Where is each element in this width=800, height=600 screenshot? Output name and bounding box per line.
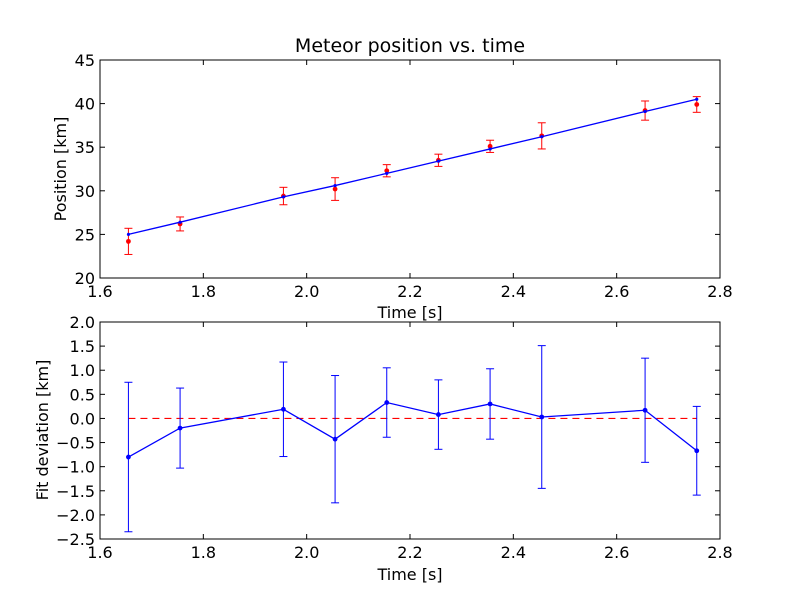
data-point	[126, 454, 131, 460]
x-tick-label: 1.6	[87, 282, 112, 301]
fit-point	[643, 109, 647, 114]
fit-point	[488, 147, 492, 151]
fit-point	[333, 183, 337, 188]
y-tick-label: 20	[75, 269, 95, 288]
y-tick-label: 45	[75, 51, 95, 70]
y-tick-label: 30	[75, 182, 95, 201]
y-tick-label: −1.5	[56, 482, 95, 501]
fit-point	[385, 171, 389, 175]
y-tick-label: 1.0	[70, 361, 95, 380]
x-tick-label: 2.2	[397, 282, 422, 301]
plot-area-frame	[99, 59, 721, 279]
data-point	[642, 407, 648, 413]
fit-point	[540, 135, 544, 139]
fit-point	[281, 195, 286, 199]
data-point	[177, 425, 183, 431]
y-tick-label: −0.5	[56, 434, 95, 453]
y-tick-label: −2.5	[56, 530, 95, 549]
chart-title: Meteor position vs. time	[295, 35, 525, 57]
x-tick-label: 2.8	[707, 282, 732, 301]
x-tick-label: 2.6	[604, 282, 629, 301]
y-tick-label: 0.5	[70, 385, 95, 404]
y-axis-ticks: −2.5 −2.0 −1.5 −1.0 −0.5 0.0 0.5 1.0 1.5 2.0	[56, 313, 720, 549]
data-point	[332, 186, 338, 192]
x-tick-label: 2.0	[294, 282, 319, 301]
data-point	[487, 401, 493, 407]
fit-point	[695, 97, 699, 101]
y-tick-label: 40	[75, 95, 95, 114]
x-axis-ticks: 1.6 1.8 2.0 2.2 2.4 2.6 2.8	[87, 60, 733, 301]
x-tick-label: 1.8	[191, 282, 216, 301]
x-axis-label: Time [s]	[376, 565, 442, 584]
data-point	[126, 238, 131, 244]
fit-point	[178, 220, 182, 224]
x-tick-label: 1.8	[191, 543, 216, 562]
y-axis-ticks: 20 25 30 35 40 45	[75, 51, 720, 288]
y-tick-label: 25	[75, 225, 95, 244]
x-tick-label: 2.6	[604, 543, 629, 562]
data-point	[436, 412, 441, 417]
data-point	[384, 168, 390, 174]
deviation-line	[128, 401, 698, 458]
x-tick-label: 2.8	[707, 543, 732, 562]
x-tick-label: 2.2	[397, 543, 422, 562]
plot-marks	[124, 96, 701, 255]
fit-point	[126, 232, 131, 236]
x-tick-label: 1.6	[87, 543, 112, 562]
fit-line	[128, 98, 697, 236]
data-point	[384, 400, 390, 405]
plot-marks	[124, 345, 701, 533]
x-tick-label: 2.4	[501, 282, 526, 301]
y-tick-label: −1.0	[56, 458, 95, 477]
y-tick-label: −2.0	[56, 506, 95, 525]
y-tick-label: 2.0	[70, 313, 95, 332]
position-panel: Meteor position vs. time 1.6 1.8 2.0 2.2 2.4…	[51, 35, 733, 322]
plot-area-frame	[99, 321, 721, 540]
x-tick-label: 2.0	[294, 543, 319, 562]
y-tick-label: 0.0	[70, 409, 95, 428]
deviation-panel: 1.6 1.8 2.0 2.2 2.4 2.6 2.8 −2.5 −2.0 −1.5 −1.0 −0…	[33, 313, 733, 584]
y-tick-label: 35	[75, 138, 95, 157]
data-point	[694, 448, 700, 454]
data-point	[694, 102, 700, 107]
x-axis-ticks: 1.6 1.8 2.0 2.2 2.4 2.6 2.8	[87, 322, 733, 562]
y-axis-label: Position [km]	[51, 117, 70, 222]
data-point	[281, 406, 286, 412]
x-tick-label: 2.4	[501, 543, 526, 562]
data-point	[539, 414, 545, 420]
x-axis-label: Time [s]	[376, 303, 442, 322]
data-point	[332, 436, 338, 442]
data-point	[487, 143, 493, 149]
y-axis-label: Fit deviation [km]	[33, 360, 52, 501]
fit-point	[436, 159, 441, 163]
y-tick-label: 1.5	[70, 337, 95, 356]
